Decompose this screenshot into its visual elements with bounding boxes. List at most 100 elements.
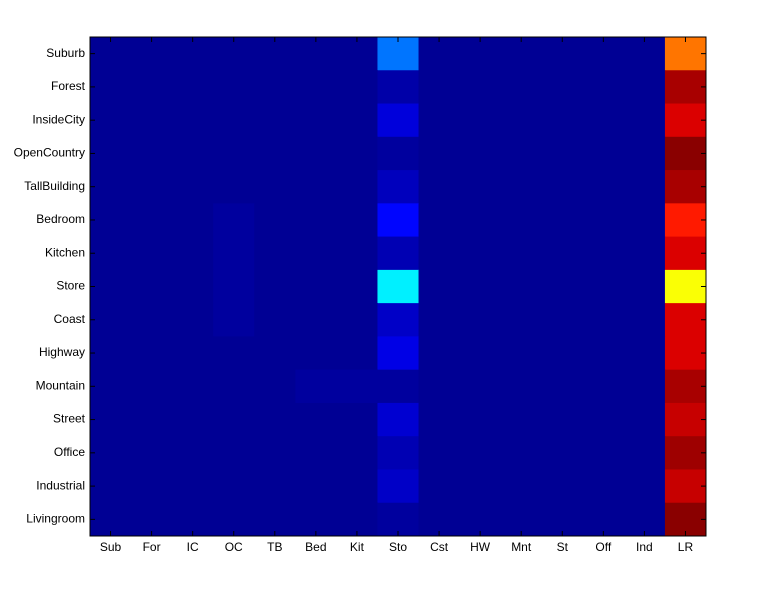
heatmap-cell (623, 303, 666, 337)
heatmap-cell (418, 170, 461, 204)
heatmap-cell (172, 70, 214, 105)
x-tick-label: St (557, 540, 569, 554)
heatmap-cell (664, 170, 707, 204)
heatmap-cell (500, 203, 543, 238)
heatmap-cell (377, 37, 420, 71)
heatmap-cell (336, 436, 378, 470)
heatmap-cell (664, 402, 707, 437)
heatmap-cell (459, 469, 502, 504)
heatmap-cell (623, 136, 666, 171)
heatmap-cell (213, 402, 255, 437)
heatmap-cell (664, 136, 707, 171)
heatmap-cell (377, 136, 420, 171)
heatmap-cell (131, 170, 173, 204)
heatmap-cell (582, 170, 625, 204)
heatmap-cell (336, 336, 378, 371)
x-tick-label: Off (595, 540, 611, 554)
heatmap-cell (377, 236, 420, 271)
heatmap-cell (623, 469, 666, 504)
heatmap-cell (336, 70, 378, 105)
y-tick-label: Livingroom (26, 512, 85, 526)
heatmap-cell (623, 37, 666, 71)
heatmap-cell (172, 136, 214, 171)
heatmap-cell (172, 303, 214, 337)
heatmap-cell (664, 37, 707, 71)
heatmap-cell (213, 170, 255, 204)
heatmap-cell (213, 136, 255, 171)
heatmap-cell (131, 436, 173, 470)
heatmap-cell (418, 402, 461, 437)
heatmap-cell (90, 369, 132, 404)
heatmap-cell (418, 136, 461, 171)
heatmap-cell (336, 203, 378, 238)
heatmap-cell (582, 402, 625, 437)
heatmap-cell (623, 369, 666, 404)
heatmap-cell (131, 136, 173, 171)
heatmap-cell (377, 436, 420, 470)
heatmap-cell (172, 170, 214, 204)
heatmap-cell (418, 469, 461, 504)
heatmap-cell (500, 303, 543, 337)
heatmap-cell (336, 37, 378, 71)
heatmap-cell (459, 203, 502, 238)
y-tick-label: Office (54, 445, 85, 459)
heatmap-cell (295, 303, 337, 337)
heatmap-cell (254, 303, 296, 337)
y-tick-label: Kitchen (45, 245, 85, 259)
x-tick-label: HW (470, 540, 491, 554)
heatmap-cell (254, 436, 296, 470)
heatmap-cell (172, 203, 214, 238)
heatmap-cell (172, 402, 214, 437)
heatmap-cell (459, 402, 502, 437)
heatmap-cell (541, 236, 584, 271)
heatmap-cell (377, 369, 420, 404)
heatmap-cell (213, 469, 255, 504)
heatmap-cell (541, 136, 584, 171)
heatmap-cell (582, 37, 625, 71)
heatmap-cell (90, 469, 132, 504)
heatmap-cell (459, 236, 502, 271)
heatmap-cell (582, 203, 625, 238)
heatmap-cell (213, 269, 255, 304)
heatmap-cell (213, 103, 255, 138)
heatmap-cell (131, 70, 173, 105)
heatmap-cell (90, 37, 132, 71)
heatmap-cell (131, 103, 173, 138)
heatmap-cell (418, 436, 461, 470)
heatmap-cell (295, 103, 337, 138)
y-tick-label: OpenCountry (14, 146, 85, 160)
x-tick-label: OC (225, 540, 243, 554)
heatmap-cell (500, 103, 543, 138)
heatmap-cell (377, 402, 420, 437)
heatmap-cell (295, 336, 337, 371)
heatmap-cell (582, 369, 625, 404)
y-tick-label: InsideCity (32, 112, 85, 126)
heatmap-cell (213, 203, 255, 238)
heatmap-cell (131, 336, 173, 371)
x-tick-label: LR (678, 540, 694, 554)
heatmap-cell (623, 170, 666, 204)
heatmap-cell (459, 336, 502, 371)
heatmap-cell (131, 469, 173, 504)
heatmap-cell (623, 103, 666, 138)
heatmap-cell (582, 469, 625, 504)
heatmap-cell (254, 369, 296, 404)
heatmap-cell (377, 336, 420, 371)
heatmap-cell (172, 103, 214, 138)
heatmap-cell (336, 369, 378, 404)
heatmap-cell (254, 269, 296, 304)
heatmap-cell (213, 336, 255, 371)
heatmap-cell (131, 502, 173, 537)
y-tick-label: Bedroom (36, 212, 85, 226)
heatmap-cell (254, 402, 296, 437)
heatmap-cell (541, 269, 584, 304)
x-tick-label: Ind (636, 540, 653, 554)
heatmap-cell (664, 236, 707, 271)
heatmap-cell (418, 303, 461, 337)
heatmap-cell (664, 436, 707, 470)
heatmap-cell (500, 269, 543, 304)
heatmap-cell (623, 402, 666, 437)
heatmap-cell (131, 236, 173, 271)
heatmap-cell (582, 336, 625, 371)
heatmap-cell (254, 103, 296, 138)
